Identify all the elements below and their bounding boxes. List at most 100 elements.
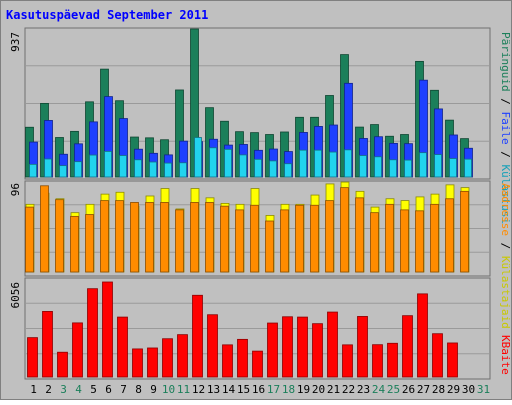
bar-kbaite-day-19 [297,316,308,378]
bar-kbaite-day-25 [387,342,398,378]
x-tick-label: 7 [120,383,127,396]
bar-aadresse-day-26 [400,209,409,273]
legend-visitors: Külastajaid [499,256,512,329]
bar-aadresse-day-2 [40,185,49,273]
bar-kbaite-day-11 [177,334,188,378]
bar-külastusi-day-10 [164,162,172,178]
legend-separator: / [499,236,512,256]
bar-aadresse-day-19 [295,204,304,273]
bar-külastusi-day-17 [269,160,277,178]
x-tick-label: 27 [417,383,430,396]
bar-aadresse-day-9 [145,202,154,273]
bar-aadresse-day-23 [355,197,364,273]
x-tick-label: 14 [222,383,236,396]
bars-visits [25,28,473,178]
bar-külastusi-day-9 [149,161,157,178]
bar-külastusi-day-1 [29,163,37,178]
bar-külastusi-day-18 [284,163,292,178]
bar-aadresse-day-27 [415,210,424,273]
x-tick-label: 1 [30,383,37,396]
bar-külastusi-day-2 [44,158,52,178]
y-max-bottom: 6056 [9,282,22,309]
bar-külastusi-day-25 [389,159,397,178]
bar-kbaite-day-17 [267,322,278,378]
bar-aadresse-day-20 [310,204,319,273]
bar-külastusi-day-4 [74,161,82,178]
bar-aadresse-day-10 [160,202,169,273]
bar-külastusi-day-3 [59,165,67,178]
bar-külastusi-day-12 [194,137,202,178]
bar-kbaite-day-20 [312,323,323,378]
x-tick-label: 13 [207,383,220,396]
x-tick-label: 18 [282,383,295,396]
bar-aadresse-day-7 [115,200,124,273]
bar-külastusi-day-13 [209,147,217,178]
x-tick-label: 4 [75,383,82,396]
bar-külastusi-day-5 [89,154,97,178]
bar-aadresse-day-15 [235,209,244,273]
x-tick-label: 26 [402,383,415,396]
bar-aadresse-day-5 [85,214,94,273]
x-tick-label: 16 [252,383,265,396]
bar-külastusi-day-14 [224,148,232,178]
x-tick-label: 22 [342,383,355,396]
bar-aadresse-day-25 [385,203,394,273]
bar-kbaite-day-3 [57,351,68,378]
bar-kbaite-day-8 [132,348,143,378]
bar-kbaite-day-28 [432,333,443,378]
bar-kbaite-day-2 [42,311,53,378]
x-tick-label: 29 [447,383,460,396]
bar-külastusi-day-16 [254,158,262,178]
bar-aadresse-day-6 [100,200,109,273]
bar-külastusi-day-30 [464,158,472,178]
bar-kbaite-day-18 [282,316,293,378]
chart-title: Kasutuspäevad September 2011 [6,8,208,22]
x-tick-label: 8 [135,383,142,396]
bar-külastusi-day-11 [179,162,187,178]
bar-külastusi-day-6 [104,151,112,178]
legend-requests: Päringuid [499,32,512,92]
bar-külastusi-day-7 [119,155,127,178]
x-tick-label: 28 [432,383,445,396]
x-tick-label: 20 [312,383,325,396]
bar-külastusi-day-20 [314,149,322,178]
x-tick-label: 19 [297,383,310,396]
bar-kbaite-day-21 [327,311,338,378]
bar-aadresse-day-13 [205,202,214,273]
x-tick-label: 11 [177,383,190,396]
bar-aadresse-day-16 [250,204,259,273]
x-tick-label: 25 [387,383,400,396]
bar-kbaite-day-9 [147,347,158,378]
bars-visitors [25,181,470,273]
bar-aadresse-day-28 [430,203,439,273]
bar-kbaite-day-23 [357,316,368,378]
x-tick-label: 24 [372,383,386,396]
legend-visits: Külastusi [499,164,512,224]
x-tick-label: 6 [105,383,112,396]
legend-addresses: Aadresse [499,183,512,236]
right-legend-top: Päringuid / Faile / Külastusi [499,32,512,224]
x-tick-label: 21 [327,383,340,396]
bar-kbaite-day-6 [102,281,113,378]
bar-kbaite-day-5 [87,288,98,378]
bar-aadresse-day-3 [55,199,64,273]
bar-aadresse-day-21 [325,200,334,273]
x-tick-label: 9 [150,383,157,396]
bar-aadresse-day-8 [130,202,139,273]
x-tick-label: 30 [462,383,475,396]
bar-kbaite-day-10 [162,338,173,378]
x-tick-label: 17 [267,383,280,396]
bar-kbaite-day-4 [72,322,83,378]
y-max-middle: 96 [9,183,22,196]
bar-külastusi-day-8 [134,159,142,178]
bar-külastusi-day-27 [419,152,427,178]
bar-kbaite-day-15 [237,338,248,378]
bar-aadresse-day-1 [25,206,34,273]
bar-kbaite-day-29 [447,342,458,378]
bar-külastusi-day-23 [359,155,367,178]
y-max-top: 937 [9,32,22,52]
bar-külastusi-day-19 [299,149,307,178]
bar-aadresse-day-24 [370,212,379,273]
bar-kbaite-day-27 [417,293,428,378]
